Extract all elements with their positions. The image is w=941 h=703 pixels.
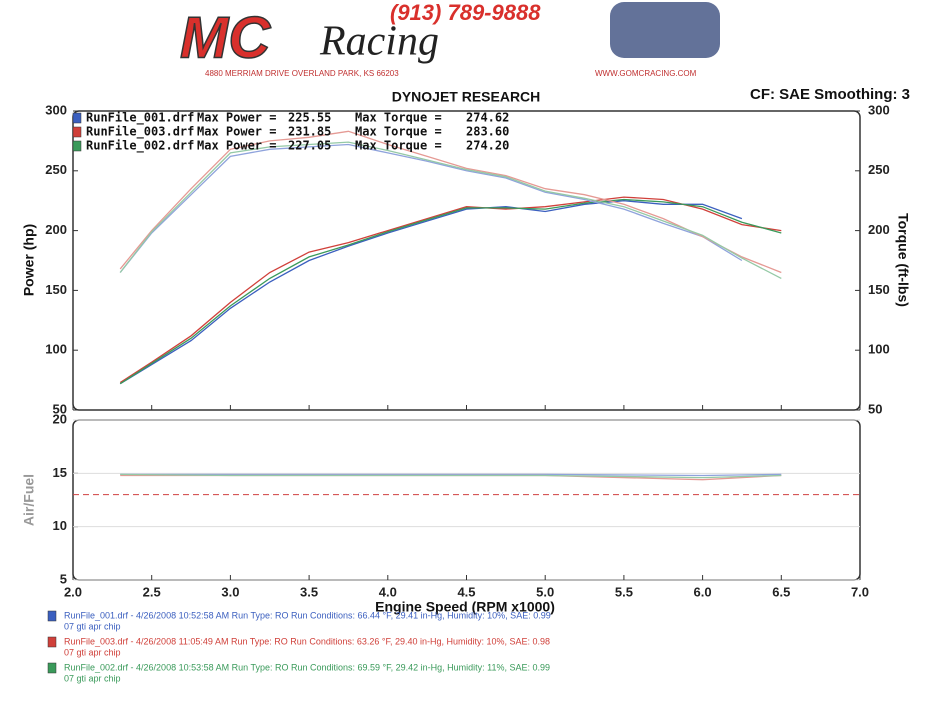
y2-tick-label: 50 (868, 401, 882, 416)
legend-power-label: Max Power = (197, 125, 276, 139)
x-tick-label: 2.0 (64, 584, 82, 599)
legend-swatch (72, 140, 82, 152)
y-tick-label: 20 (53, 411, 67, 426)
footer-line: RunFile_003.drf - 4/26/2008 11:05:49 AM … (64, 636, 550, 646)
url: WWW.GOMCRACING.COM (595, 69, 697, 78)
footer-line: RunFile_001.drf - 4/26/2008 10:52:58 AM … (64, 610, 551, 620)
legend-torque-value: 283.60 (466, 125, 509, 139)
x-tick-label: 2.5 (143, 584, 161, 599)
legend-power-label: Max Power = (197, 111, 276, 125)
legend-torque-label: Max Torque = (355, 139, 442, 153)
legend-file: RunFile_003.drf (86, 125, 194, 140)
y2-tick-label: 200 (868, 222, 890, 237)
legend-power-value: 227.05 (288, 139, 331, 153)
legend-torque-value: 274.20 (466, 139, 509, 153)
footer-note: 07 gti apr chip (64, 673, 121, 683)
y-tick-label: 300 (45, 102, 67, 117)
plot-frame (72, 419, 861, 581)
x-tick-label: 3.0 (221, 584, 239, 599)
y-tick-label: 5 (60, 571, 67, 586)
y-tick-label: 200 (45, 222, 67, 237)
y2-tick-label: 150 (868, 282, 890, 297)
x-tick-label: 6.0 (694, 584, 712, 599)
chart-subtitle: CF: SAE Smoothing: 3 (750, 86, 910, 103)
legend-torque-label: Max Torque = (355, 111, 442, 125)
plot-frame (72, 110, 861, 411)
x-tick-label: 5.0 (536, 584, 554, 599)
legend-swatch (72, 112, 82, 124)
footer-note: 07 gti apr chip (64, 647, 121, 657)
y-axis-title: Air/Fuel (21, 474, 37, 526)
series-line (119, 130, 782, 274)
legend-torque-value: 274.62 (466, 111, 509, 125)
car-photo (610, 2, 720, 58)
series-line (119, 141, 782, 279)
x-tick-label: 3.5 (300, 584, 318, 599)
legend-torque-label: Max Torque = (355, 125, 442, 139)
y-tick-label: 50 (53, 401, 67, 416)
legend-power-label: Max Power = (197, 139, 276, 153)
series-line (119, 143, 743, 273)
y2-tick-label: 100 (868, 342, 890, 357)
y-axis-title: Power (hp) (21, 224, 37, 296)
x-tick-label: 4.0 (379, 584, 397, 599)
footer-line: RunFile_002.drf - 4/26/2008 10:53:58 AM … (64, 662, 550, 672)
y2-axis-title: Torque (ft-lbs) (895, 213, 911, 307)
y2-tick-label: 300 (868, 102, 890, 117)
series-line (120, 473, 782, 479)
phone: (913) 789-9888 (390, 0, 541, 25)
footer-swatch (47, 662, 57, 674)
legend-swatch (72, 126, 82, 138)
logo-racing: Racing (319, 19, 439, 65)
y2-tick-label: 250 (868, 162, 890, 177)
x-tick-label: 4.5 (457, 584, 475, 599)
legend-power-value: 231.85 (288, 125, 331, 139)
series-line (119, 196, 782, 384)
legend-file: RunFile_001.drf (86, 111, 194, 126)
logo-mc: MC (180, 5, 271, 70)
x-tick-label: 6.5 (772, 584, 790, 599)
series-line (119, 200, 743, 385)
x-tick-label: 5.5 (615, 584, 633, 599)
legend-file: RunFile_002.drf (86, 139, 194, 154)
y-tick-label: 100 (45, 342, 67, 357)
series-line (120, 473, 782, 477)
footer-swatch (47, 610, 57, 622)
footer-note: 07 gti apr chip (64, 621, 121, 631)
series-line (119, 198, 782, 385)
footer-swatch (47, 636, 57, 648)
y-tick-label: 150 (45, 282, 67, 297)
y-tick-label: 10 (53, 518, 67, 533)
legend-power-value: 225.55 (288, 111, 331, 125)
chart-title: DYNOJET RESEARCH (392, 89, 541, 105)
y-tick-label: 250 (45, 162, 67, 177)
address: 4880 MERRIAM DRIVE OVERLAND PARK, KS 662… (205, 69, 399, 78)
x-axis-title: Engine Speed (RPM x1000) (375, 599, 555, 615)
y-tick-label: 15 (53, 465, 67, 480)
x-tick-label: 7.0 (851, 584, 869, 599)
